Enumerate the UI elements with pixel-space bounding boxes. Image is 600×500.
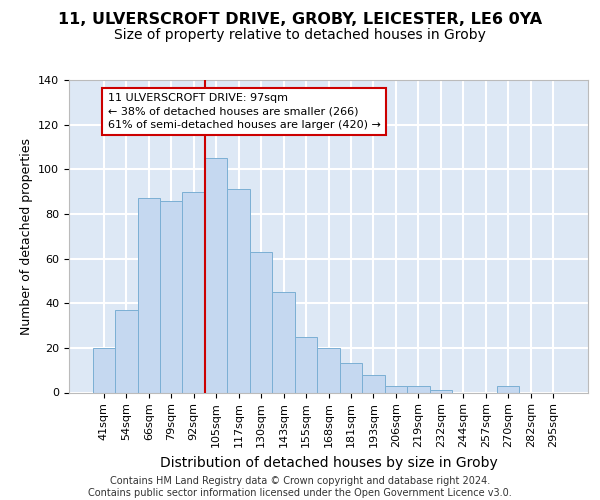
Bar (115, 310, 137, 392)
Text: Size of property relative to detached houses in Groby: Size of property relative to detached ho… (114, 28, 486, 42)
Bar (295, 336, 317, 392)
Text: Contains HM Land Registry data © Crown copyright and database right 2024.
Contai: Contains HM Land Registry data © Crown c… (88, 476, 512, 498)
Text: 11 ULVERSCROFT DRIVE: 97sqm
← 38% of detached houses are smaller (266)
61% of se: 11 ULVERSCROFT DRIVE: 97sqm ← 38% of det… (108, 94, 381, 130)
Bar (137, 198, 160, 392)
Bar (497, 386, 520, 392)
Bar (272, 292, 295, 392)
Text: 11, ULVERSCROFT DRIVE, GROBY, LEICESTER, LE6 0YA: 11, ULVERSCROFT DRIVE, GROBY, LEICESTER,… (58, 12, 542, 28)
Bar (160, 200, 182, 392)
Bar (317, 348, 340, 393)
Bar (340, 364, 362, 392)
Bar (362, 374, 385, 392)
Bar (182, 192, 205, 392)
Y-axis label: Number of detached properties: Number of detached properties (20, 138, 32, 335)
Bar (430, 390, 452, 392)
X-axis label: Distribution of detached houses by size in Groby: Distribution of detached houses by size … (160, 456, 497, 469)
Bar (407, 386, 430, 392)
Bar (227, 190, 250, 392)
Bar (385, 386, 407, 392)
Bar (92, 348, 115, 393)
Bar (205, 158, 227, 392)
Bar (250, 252, 272, 392)
